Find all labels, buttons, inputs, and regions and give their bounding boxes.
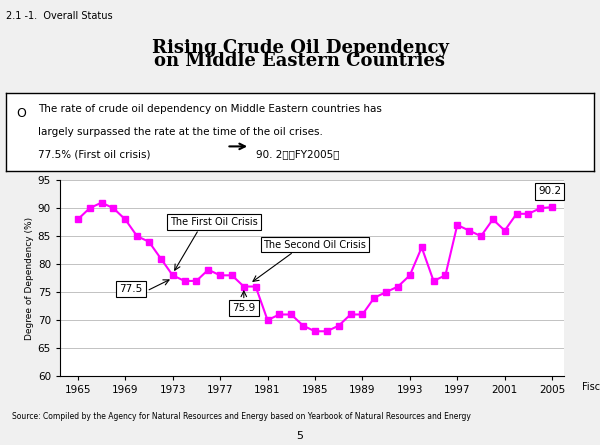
Text: on Middle Eastern Countries: on Middle Eastern Countries [155, 52, 445, 70]
Text: 5: 5 [296, 431, 304, 441]
Text: The First Oil Crisis: The First Oil Crisis [170, 217, 258, 227]
Text: 77.5: 77.5 [119, 284, 143, 294]
Text: O: O [17, 107, 26, 121]
Text: largely surpassed the rate at the time of the oil crises.: largely surpassed the rate at the time o… [38, 127, 323, 137]
Text: The rate of crude oil dependency on Middle Eastern countries has: The rate of crude oil dependency on Midd… [38, 104, 382, 114]
Text: Rising Crude Oil Dependency: Rising Crude Oil Dependency [151, 39, 449, 57]
Y-axis label: Degree of Dependency (%): Degree of Dependency (%) [25, 217, 34, 340]
Text: 75.9: 75.9 [232, 303, 256, 313]
Text: 90.2: 90.2 [538, 186, 562, 196]
Text: 90. 2％（FY2005）: 90. 2％（FY2005） [256, 150, 340, 159]
Text: 2.1 -1.  Overall Status: 2.1 -1. Overall Status [6, 11, 113, 21]
Text: The Second Oil Crisis: The Second Oil Crisis [263, 239, 367, 250]
Text: Fiscal Year: Fiscal Year [582, 382, 600, 392]
Text: 77.5% (First oil crisis): 77.5% (First oil crisis) [38, 150, 151, 159]
Text: Source: Compiled by the Agency for Natural Resources and Energy based on Yearboo: Source: Compiled by the Agency for Natur… [12, 412, 471, 421]
